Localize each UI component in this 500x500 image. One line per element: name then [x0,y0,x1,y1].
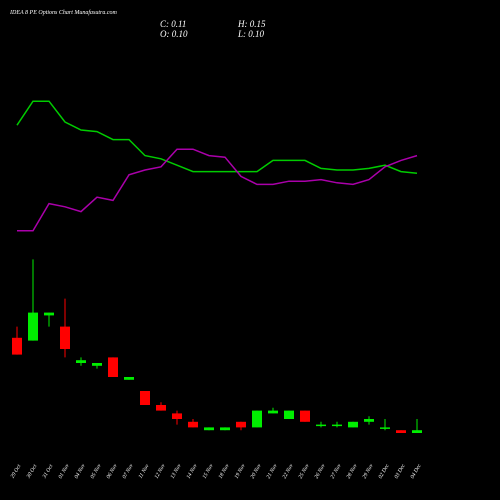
candle-body [92,363,102,366]
candle-body [44,312,54,316]
candle-body [188,421,198,428]
candle-body [364,419,374,422]
candle-body [156,405,166,411]
candle-body [348,421,358,428]
summary-high: H: 0.15 [237,19,266,29]
candle-body [28,312,38,341]
candle-body [140,391,150,405]
candle-body [236,421,246,428]
candle-body [412,430,422,433]
candle-body [380,427,390,429]
candle-body [332,424,342,427]
indicator-line [16,100,418,174]
candle-body [172,413,182,419]
candle-body [108,357,118,377]
candle-body [76,360,86,363]
candle-body [316,424,326,427]
candle-body [268,410,278,414]
candle-body [60,326,70,349]
chart-title: IDEA 8 PE Options Chart Munafasutra.com [9,9,118,16]
candle-body [284,410,294,419]
summary-close: C: 0.11 [160,19,186,29]
candle-body [124,377,134,380]
candle-body [12,337,22,355]
candle-body [252,410,262,428]
candle-body [300,410,310,422]
indicator-line [17,148,418,232]
summary-low: L: 0.10 [237,29,265,39]
summary-open: O: 0.10 [160,29,188,39]
candle-body [396,430,406,433]
candle-body [204,427,214,431]
candle-body [220,427,230,431]
